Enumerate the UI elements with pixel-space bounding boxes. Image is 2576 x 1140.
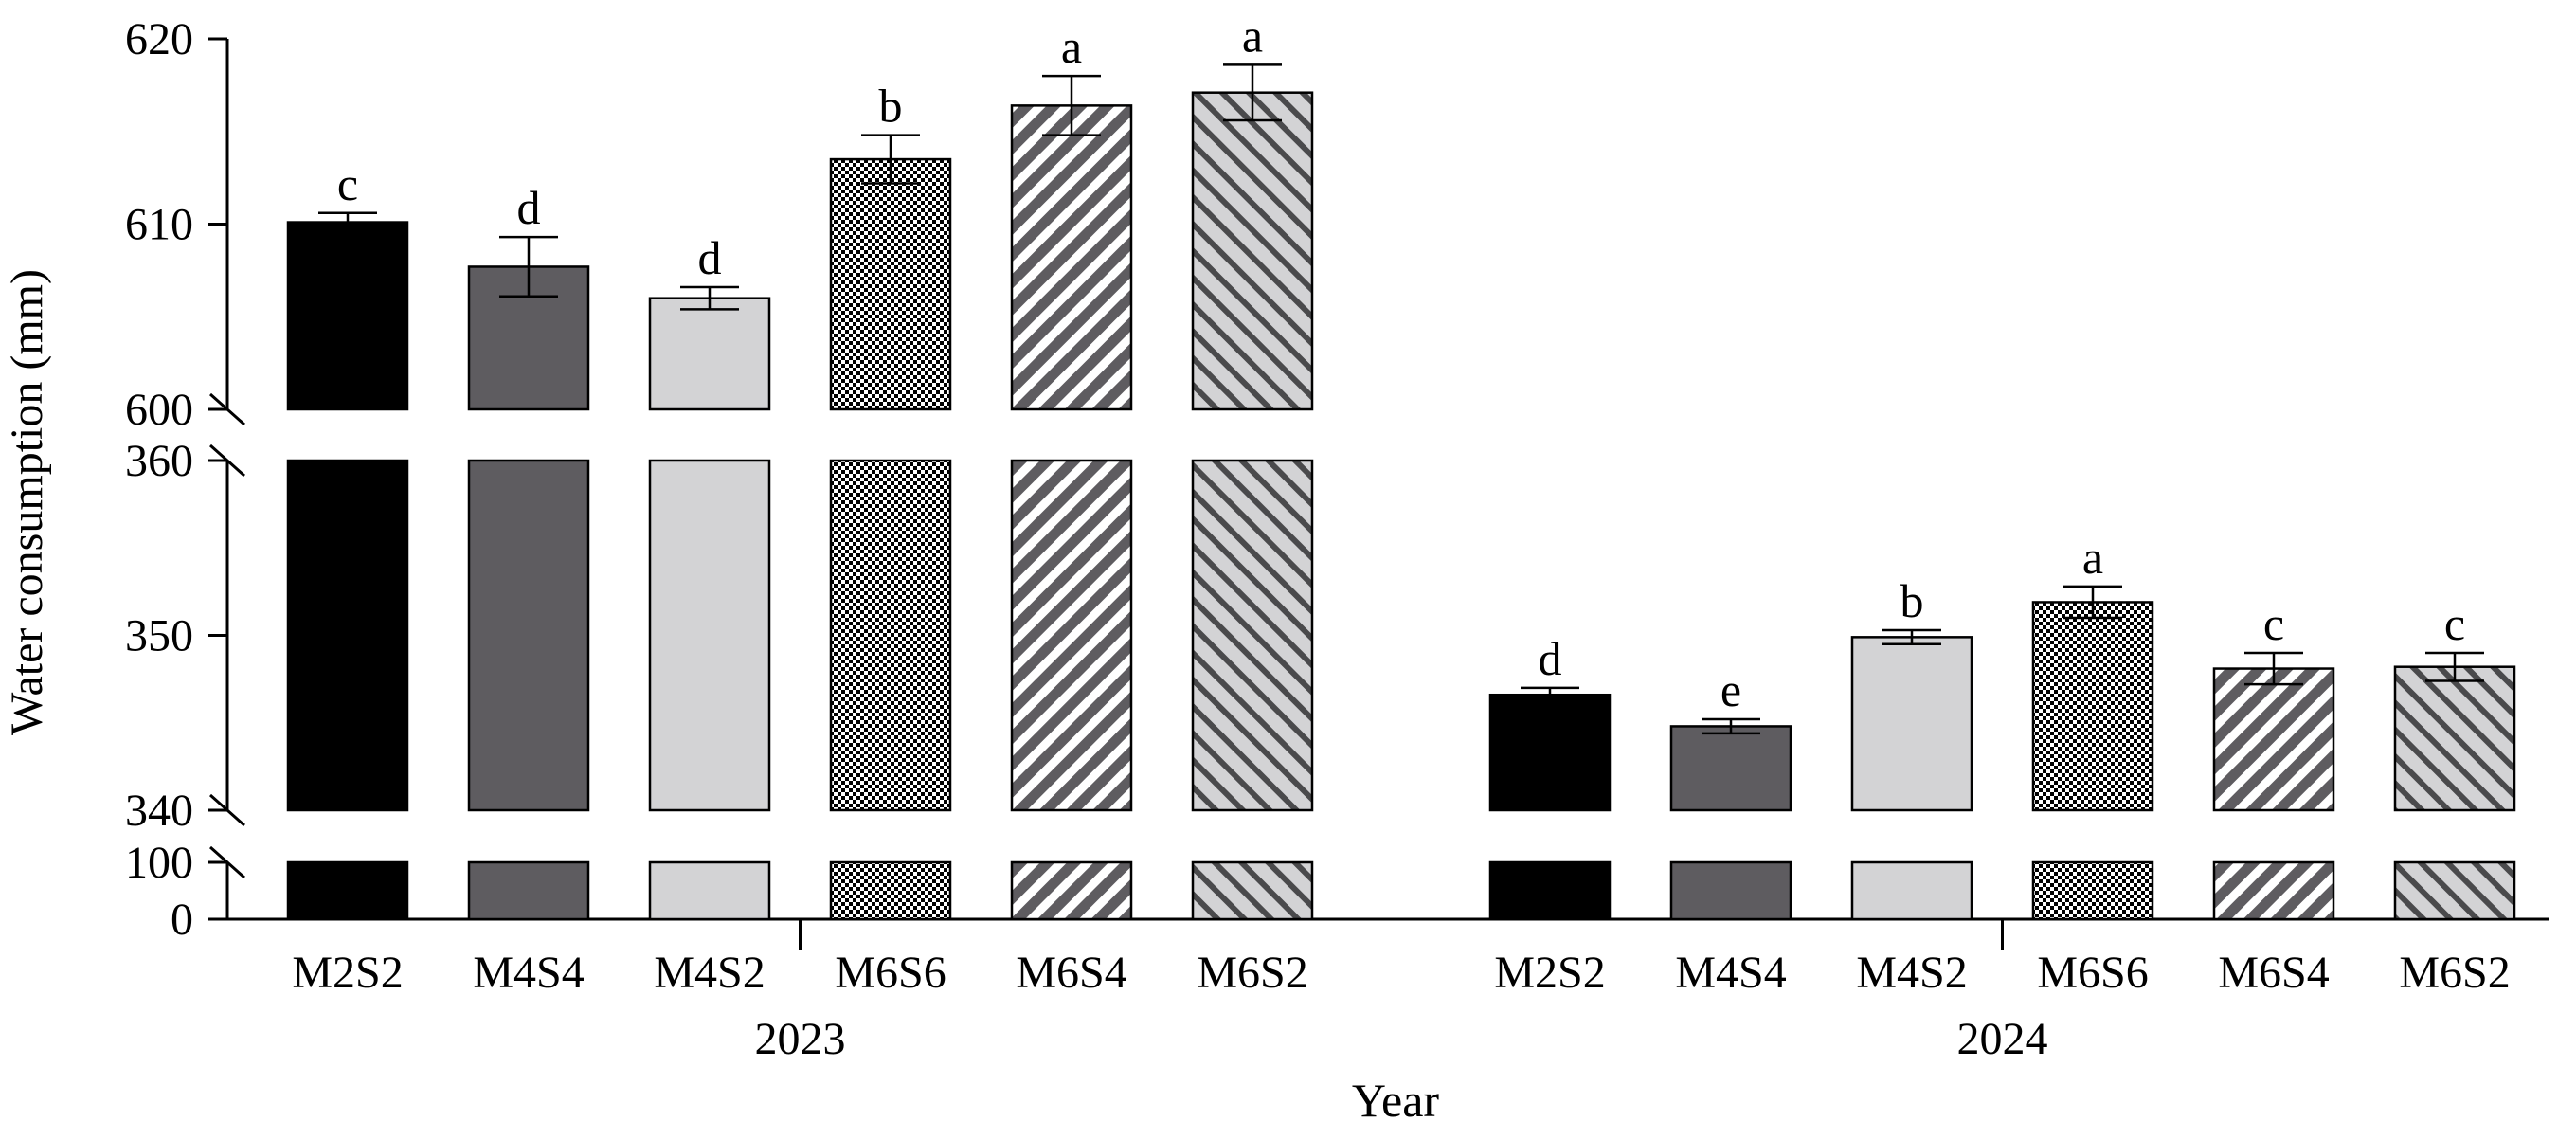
bar-2023-m6s2-part-0 <box>1191 91 1314 411</box>
bar-2024-m6s2-part-1 <box>2393 860 2516 921</box>
year-label-2023: 2023 <box>755 1014 846 1064</box>
bar-2023-m6s6-part-2 <box>829 860 952 921</box>
significance-letter-2024-m6s2: c <box>2444 597 2465 650</box>
bar-2024-m4s2-part-1 <box>1850 860 1973 921</box>
y-tick-label-360: 360 <box>125 436 193 486</box>
y-tick-label-0: 0 <box>171 895 193 945</box>
y-tick-label-350: 350 <box>125 611 193 661</box>
category-label-2023-m6s6: M6S6 <box>835 948 946 998</box>
bar-2024-m4s4-part-0 <box>1669 725 1792 812</box>
bar-2024-m4s4-part-1 <box>1669 860 1792 921</box>
significance-letter-2024-m6s6: a <box>2082 531 2103 584</box>
category-label-2024-m6s4: M6S4 <box>2218 948 2329 998</box>
significance-letter-2023-m4s4: d <box>517 181 541 234</box>
bar-2023-m4s4-part-1 <box>467 459 590 812</box>
bar-2024-m6s2-part-0 <box>2393 665 2516 812</box>
significance-letter-2023-m6s6: b <box>879 80 903 133</box>
category-label-2024-m4s4: M4S4 <box>1675 948 1786 998</box>
significance-letter-2023-m2s2: c <box>337 157 358 210</box>
x-axis-label: Year <box>1352 1074 1439 1127</box>
y-tick-label-340: 340 <box>125 786 193 836</box>
bar-2023-m4s2-part-2 <box>648 860 771 921</box>
significance-letter-2024-m2s2: d <box>1539 632 1562 685</box>
plot-area: 600 610 620 340 350 360 0 100 c M2S2 d M4S4 d M4S2 b M6… <box>125 9 2549 1064</box>
bar-2024-m4s2-part-0 <box>1850 636 1973 812</box>
category-label-2024-m6s2: M6S2 <box>2399 948 2510 998</box>
significance-letter-2023-m4s2: d <box>698 231 722 284</box>
y-axis-label: Water consumption (mm) <box>2 269 52 735</box>
significance-letter-2024-m6s4: c <box>2263 597 2284 650</box>
significance-letter-2024-m4s2: b <box>1900 574 1924 627</box>
category-label-2023-m4s2: M4S2 <box>654 948 765 998</box>
bar-2024-m6s6-part-0 <box>2031 601 2154 812</box>
significance-letter-2023-m6s2: a <box>1242 9 1263 62</box>
y-tick-label-620: 620 <box>125 14 193 64</box>
bar-2023-m4s2-part-1 <box>648 459 771 812</box>
category-label-2024-m2s2: M2S2 <box>1494 948 1605 998</box>
bar-2023-m6s4-part-1 <box>1010 459 1133 812</box>
bar-2023-m4s4-part-2 <box>467 860 590 921</box>
bar-2023-m4s2-part-0 <box>648 297 771 411</box>
bar-2024-m2s2-part-1 <box>1488 860 1612 921</box>
category-label-2023-m6s4: M6S4 <box>1016 948 1126 998</box>
category-label-2023-m4s4: M4S4 <box>473 948 584 998</box>
bar-2023-m6s4-part-0 <box>1010 104 1133 411</box>
bar-2024-m6s6-part-1 <box>2031 860 2154 921</box>
significance-letter-2023-m6s4: a <box>1061 20 1082 73</box>
bar-2023-m6s2-part-2 <box>1191 860 1314 921</box>
bar-2024-m6s4-part-1 <box>2212 860 2335 921</box>
bar-2024-m6s4-part-0 <box>2212 667 2335 812</box>
category-label-2024-m4s2: M4S2 <box>1856 948 1967 998</box>
bar-2023-m2s2-part-1 <box>286 459 409 812</box>
y-tick-label-600: 600 <box>125 385 193 435</box>
year-label-2024: 2024 <box>1957 1014 2048 1064</box>
category-label-2023-m2s2: M2S2 <box>292 948 403 998</box>
bar-2023-m2s2-part-2 <box>286 860 409 921</box>
bar-2024-m2s2-part-0 <box>1488 693 1612 812</box>
bar-2023-m6s6-part-0 <box>829 157 952 411</box>
bar-2023-m6s6-part-1 <box>829 459 952 812</box>
category-label-2024-m6s6: M6S6 <box>2037 948 2148 998</box>
significance-letter-2024-m4s4: e <box>1720 663 1741 716</box>
category-label-2023-m6s2: M6S2 <box>1197 948 1307 998</box>
bar-2023-m6s4-part-2 <box>1010 860 1133 921</box>
y-tick-label-100: 100 <box>125 838 193 888</box>
bar-2023-m2s2-part-0 <box>286 221 409 411</box>
y-tick-label-610: 610 <box>125 200 193 250</box>
bar-2023-m6s2-part-1 <box>1191 459 1314 812</box>
